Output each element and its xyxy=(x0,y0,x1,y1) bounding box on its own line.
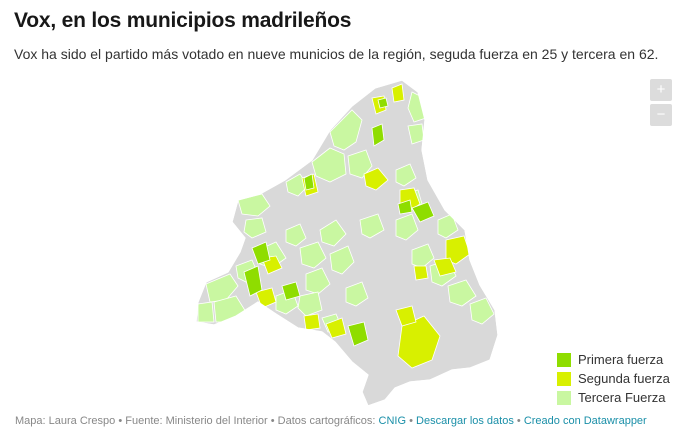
municipality-tercera-11[interactable] xyxy=(285,223,307,247)
legend-label-segunda: Segunda fuerza xyxy=(578,371,670,386)
zoom-out-button[interactable]: − xyxy=(650,104,672,126)
madrid-municipalities-map[interactable] xyxy=(0,70,685,410)
municipality-segunda-36[interactable] xyxy=(433,257,457,277)
municipality-segunda-41[interactable] xyxy=(325,317,347,339)
legend-item-primera: Primera fuerza xyxy=(557,350,670,369)
municipality-tercera-1[interactable] xyxy=(311,147,347,183)
municipality-segunda-40[interactable] xyxy=(395,305,417,327)
municipality-tercera-29[interactable] xyxy=(359,213,385,239)
legend-swatch-segunda xyxy=(557,371,571,386)
municipality-tercera-2[interactable] xyxy=(347,149,373,179)
municipality-primera-45[interactable] xyxy=(371,123,385,147)
municipality-segunda-39[interactable] xyxy=(397,315,441,369)
municipality-tercera-14[interactable] xyxy=(319,219,347,247)
municipality-tercera-26[interactable] xyxy=(447,279,477,307)
municipality-primera-53[interactable] xyxy=(377,97,389,109)
chart-subtitle: Vox ha sido el partido más votado en nue… xyxy=(14,46,659,62)
municipality-tercera-24[interactable] xyxy=(411,243,435,269)
legend-label-primera: Primera fuerza xyxy=(578,352,664,367)
municipality-layer xyxy=(197,83,495,369)
municipality-primera-50[interactable] xyxy=(347,321,369,347)
cnig-link[interactable]: CNIG xyxy=(378,415,407,427)
municipality-primera-46[interactable] xyxy=(411,201,435,223)
municipality-tercera-30[interactable] xyxy=(345,281,369,307)
map-area[interactable] xyxy=(0,70,685,410)
footer-separator: • xyxy=(513,415,524,427)
municipality-primera-51[interactable] xyxy=(303,173,315,191)
zoom-in-button[interactable]: + xyxy=(650,79,672,101)
footer-separator: • xyxy=(406,415,417,427)
municipality-tercera-19[interactable] xyxy=(395,163,417,187)
legend-label-tercera: Tercera Fuerza xyxy=(578,390,666,405)
municipality-tercera-20[interactable] xyxy=(395,213,419,241)
municipality-primera-49[interactable] xyxy=(281,281,301,301)
footer-source-text: Mapa: Laura Crespo • Fuente: Ministerio … xyxy=(15,415,379,427)
map-legend: Primera fuerza Segunda fuerza Tercera Fu… xyxy=(557,350,670,407)
municipality-segunda-43[interactable] xyxy=(413,265,429,281)
municipality-tercera-0[interactable] xyxy=(329,109,363,151)
municipality-tercera-7[interactable] xyxy=(197,301,215,323)
region-outline-stroke xyxy=(195,79,499,407)
download-data-link[interactable]: Descargar los datos xyxy=(416,415,514,427)
legend-item-tercera: Tercera Fuerza xyxy=(557,388,670,407)
municipality-primera-48[interactable] xyxy=(251,241,271,265)
municipality-tercera-4[interactable] xyxy=(243,217,267,239)
footer-credits: Mapa: Laura Crespo • Fuente: Ministerio … xyxy=(15,415,647,427)
municipality-segunda-32[interactable] xyxy=(391,83,405,103)
chart-title: Vox, en los municipios madrileños xyxy=(14,9,352,32)
municipality-tercera-15[interactable] xyxy=(329,245,355,275)
municipality-primera-47[interactable] xyxy=(243,265,263,297)
legend-swatch-primera xyxy=(557,352,571,367)
municipality-tercera-27[interactable] xyxy=(469,297,495,325)
municipality-segunda-42[interactable] xyxy=(303,313,321,331)
datawrapper-link[interactable]: Creado con Datawrapper xyxy=(523,415,647,427)
municipality-tercera-13[interactable] xyxy=(305,267,331,295)
municipality-segunda-33[interactable] xyxy=(363,167,389,191)
municipality-tercera-12[interactable] xyxy=(299,241,327,269)
legend-item-segunda: Segunda fuerza xyxy=(557,369,670,388)
legend-swatch-tercera xyxy=(557,390,571,405)
municipality-primera-52[interactable] xyxy=(397,199,413,215)
municipality-segunda-35[interactable] xyxy=(445,235,471,265)
municipality-tercera-6[interactable] xyxy=(205,273,239,303)
